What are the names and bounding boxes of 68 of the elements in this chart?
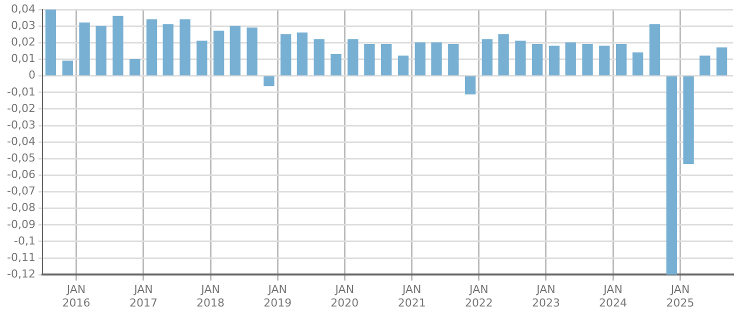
bar — [683, 76, 694, 164]
bar — [498, 34, 509, 76]
bar — [532, 44, 543, 76]
bar — [666, 76, 677, 275]
bar — [616, 44, 627, 76]
y-tick-label: -0,07 — [6, 184, 36, 198]
x-tick-label: JAN 2019 — [264, 283, 292, 310]
bar — [62, 60, 73, 76]
y-tick-label: -0,12 — [6, 267, 36, 280]
x-tick-label: JAN 2018 — [196, 283, 225, 310]
bar — [246, 27, 258, 76]
bar — [482, 39, 493, 76]
bar — [464, 76, 476, 94]
y-tick-label: 0 — [28, 68, 36, 82]
bar — [112, 16, 124, 76]
bar — [213, 30, 224, 76]
y-tick-label: -0,02 — [6, 102, 36, 115]
y-tick-label: -0,11 — [6, 250, 36, 264]
y-tick-label: 0,01 — [10, 52, 36, 66]
bar — [196, 40, 208, 76]
bar — [264, 76, 274, 86]
bar — [599, 46, 610, 76]
bar — [364, 44, 375, 76]
bar — [162, 24, 174, 76]
bar — [700, 56, 710, 76]
bar — [230, 26, 240, 76]
bar — [448, 44, 459, 76]
bar — [414, 42, 426, 76]
y-tick-label: -0,06 — [6, 168, 36, 182]
bar — [582, 44, 593, 76]
bar — [130, 58, 140, 76]
x-tick-label: JAN 2023 — [532, 283, 560, 310]
bar — [330, 54, 342, 76]
x-tick-label: JAN 2022 — [464, 283, 493, 310]
bar — [565, 42, 576, 76]
x-tick-label: JAN 2021 — [398, 283, 426, 310]
y-tick-label: -0,1 — [14, 234, 36, 248]
bar — [716, 47, 728, 76]
y-tick-label: -0,05 — [6, 152, 36, 165]
y-tick-label: -0,08 — [6, 201, 36, 214]
y-tick-label: -0,03 — [6, 118, 36, 132]
bar — [79, 22, 90, 76]
bar — [348, 39, 358, 76]
x-tick-label: JAN 2020 — [330, 283, 359, 310]
y-tick-label: 0,04 — [10, 2, 36, 16]
bar — [548, 46, 560, 76]
bar — [649, 24, 660, 76]
bar — [45, 10, 56, 76]
bar — [398, 56, 409, 76]
y-tick-label: 0,03 — [10, 19, 36, 32]
bar — [515, 40, 526, 76]
x-tick-label: JAN 2025 — [666, 283, 694, 310]
y-tick-label: -0,09 — [6, 218, 36, 231]
bar — [280, 34, 292, 76]
y-tick-label: 0,02 — [10, 36, 36, 49]
bar — [96, 26, 106, 76]
bar — [314, 39, 324, 76]
x-tick-label: JAN 2024 — [599, 283, 628, 310]
y-tick-label: -0,01 — [6, 85, 36, 98]
bar — [431, 42, 442, 76]
x-tick-label: JAN 2017 — [130, 283, 158, 310]
x-tick-label: JAN 2016 — [62, 283, 90, 310]
bar — [296, 32, 308, 76]
bar — [180, 19, 190, 76]
bar — [146, 19, 158, 76]
y-tick-label: -0,04 — [6, 134, 36, 148]
bar — [381, 44, 392, 76]
bar — [632, 52, 644, 76]
